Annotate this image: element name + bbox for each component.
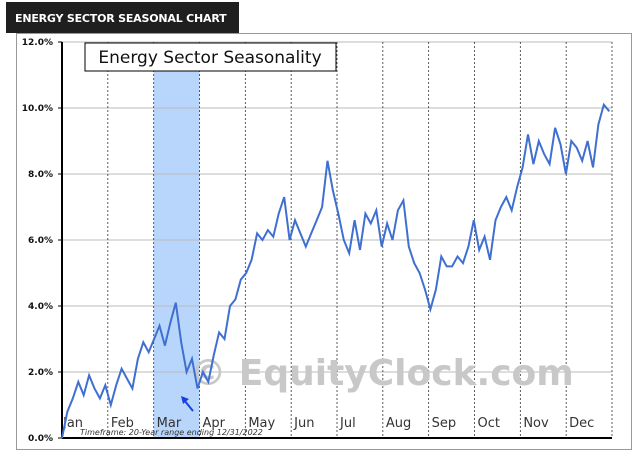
- y-tick-label: 6.0%: [28, 236, 53, 246]
- month-label: Aug: [386, 416, 411, 431]
- series-line: [61, 102, 611, 439]
- chart-title: Energy Sector Seasonality: [98, 48, 321, 68]
- month-label: Dec: [569, 416, 594, 431]
- month-label: Jan: [62, 416, 83, 431]
- y-tick-label: 8.0%: [28, 170, 53, 180]
- month-label: Jul: [339, 416, 356, 431]
- month-label: May: [248, 416, 275, 431]
- month-label: Feb: [111, 416, 134, 431]
- month-label: Sep: [432, 416, 457, 431]
- y-tick-label: 12.0%: [22, 38, 53, 48]
- chart-frame: [16, 33, 632, 450]
- y-tick-label: 4.0%: [28, 302, 53, 312]
- y-tick-label: 2.0%: [28, 368, 53, 378]
- month-label: Oct: [478, 416, 500, 431]
- watermark: © EquityClock.com: [190, 353, 574, 394]
- y-tick-label: 0.0%: [28, 434, 53, 444]
- title-box: [84, 42, 337, 72]
- month-label: Jun: [293, 416, 314, 431]
- month-label: Nov: [523, 416, 549, 431]
- y-tick-label: 10.0%: [22, 104, 53, 114]
- month-label: Apr: [203, 416, 226, 431]
- month-label: Mar: [157, 416, 182, 431]
- arrow-head: [181, 396, 189, 404]
- page-header: ENERGY SECTOR SEASONAL CHART: [6, 2, 239, 33]
- footnote: Timeframe: 20-Year range ending 12/31/20…: [80, 428, 263, 437]
